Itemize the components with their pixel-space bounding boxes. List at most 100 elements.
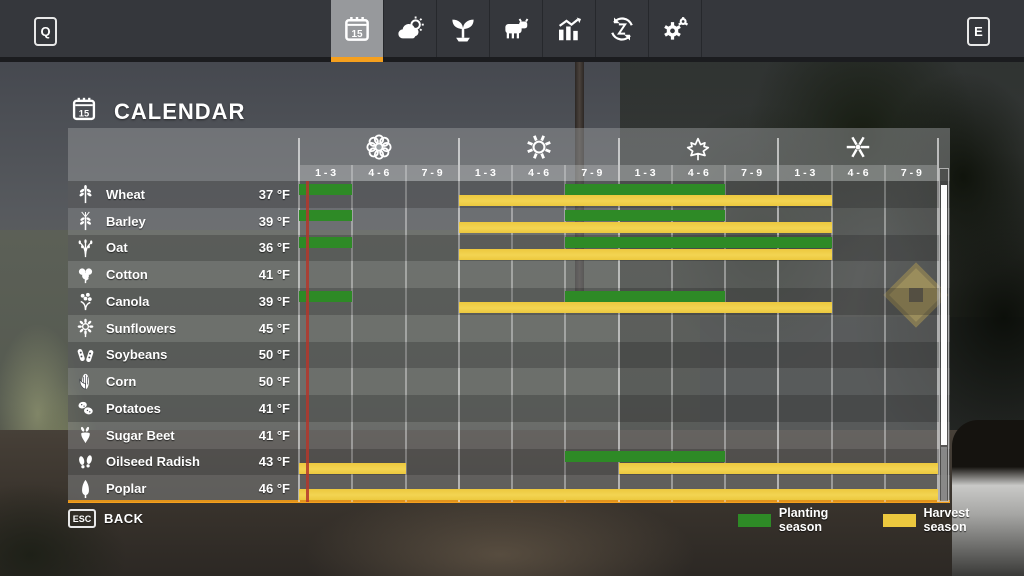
planting-season-bar: [299, 183, 353, 195]
harvest-season-bar: [458, 248, 832, 260]
planting-season-bar: [299, 290, 353, 302]
month-gridline: [564, 165, 567, 502]
crop-row-oilseed-radish: Oilseed Radish 43 °F: [68, 448, 950, 476]
month-header-cell: 1 - 3: [619, 165, 671, 181]
crop-row-canola: Canola 39 °F: [68, 288, 950, 315]
esc-key-label: ESC: [72, 513, 92, 524]
poplar-icon: [75, 478, 96, 499]
month-gridline: [724, 165, 726, 502]
snowflake-icon: [840, 133, 876, 163]
crop-germination-temp: 43 °F: [258, 454, 290, 470]
crop-germination-temp: 37 °F: [258, 186, 290, 202]
settings-icon: [660, 14, 690, 44]
toolbar-divider: [0, 57, 1024, 62]
wheat-icon: [75, 184, 96, 205]
harvest-season-bar: [299, 489, 938, 501]
calendar-icon: 15: [70, 95, 98, 128]
season-gridline: [777, 138, 780, 502]
harvest-season-swatch: [882, 513, 916, 527]
menu-tabs: 15: [331, 0, 702, 62]
planting-season-bar: [565, 210, 725, 222]
month-header-cell: 7 - 9: [726, 165, 778, 181]
oilseed-radish-icon: [75, 452, 96, 473]
tab-weather[interactable]: [384, 0, 437, 57]
esc-key-icon: ESC: [68, 509, 96, 528]
crop-name: Sugar Beet: [106, 427, 175, 443]
crop-name: Sunflowers: [106, 320, 177, 336]
back-button-label: BACK: [104, 511, 144, 526]
planting-season-bar: [565, 237, 832, 248]
harvest-season-bar: [458, 221, 832, 233]
crop-name: Poplar: [106, 481, 147, 497]
crop-germination-temp: 39 °F: [258, 213, 290, 229]
prev-page-key-label: Q: [40, 24, 51, 39]
tab-settings[interactable]: [649, 0, 702, 57]
oat-icon: [75, 238, 96, 259]
crop-name: Corn: [106, 374, 137, 390]
current-day-marker: [306, 181, 309, 502]
corn-icon: [75, 371, 96, 392]
crop-name: Cotton: [106, 267, 148, 283]
legend-label: Planting season: [778, 506, 829, 534]
crop-row-sunflowers: Sunflowers 45 °F: [68, 314, 950, 342]
page-title: 15 CALENDAR: [70, 95, 245, 128]
planting-season-swatch: [738, 513, 771, 527]
scrollbar-thumb[interactable]: [941, 185, 947, 445]
crop-germination-temp: 36 °F: [258, 240, 290, 256]
month-gridline: [511, 165, 513, 502]
tab-finances[interactable]: [596, 0, 649, 57]
month-gridline: [883, 165, 886, 502]
crop-germination-temp: 50 °F: [258, 374, 290, 390]
cotton-icon: [75, 264, 96, 285]
month-header-cell: 1 - 3: [779, 165, 831, 181]
next-page-key-hint[interactable]: E: [967, 17, 990, 46]
tab-calendar[interactable]: 15: [331, 0, 384, 62]
animals-icon: [501, 14, 531, 44]
season-gridline: [937, 138, 939, 502]
canola-icon: [75, 291, 96, 312]
month-header-cell: 7 - 9: [885, 165, 937, 181]
crops-icon: [448, 14, 478, 44]
crop-row-oat: Oat 36 °F: [68, 234, 950, 262]
sunflower-icon: [75, 318, 96, 339]
tab-crops[interactable]: [437, 0, 490, 57]
statistics-icon: [554, 14, 584, 44]
back-button[interactable]: ESC BACK: [68, 509, 144, 528]
svg-text:15: 15: [351, 29, 363, 40]
potatoes-icon: [75, 398, 96, 419]
month-header-cell: 1 - 3: [459, 165, 511, 181]
tab-statistics[interactable]: [543, 0, 596, 57]
month-header-cell: 1 - 3: [300, 165, 352, 181]
crop-germination-temp: 45 °F: [258, 320, 290, 336]
scrollbar-track-lower: [941, 447, 947, 501]
crop-row-poplar: Poplar 46 °F: [68, 475, 950, 502]
prev-page-key-hint[interactable]: Q: [34, 17, 57, 46]
barley-icon: [75, 211, 96, 232]
scrollbar[interactable]: [939, 168, 949, 502]
crop-name: Soybeans: [106, 347, 168, 363]
month-header-cell: 4 - 6: [672, 165, 724, 181]
weather-icon: [395, 14, 425, 44]
soybeans-icon: [75, 345, 96, 366]
crop-row-wheat: Wheat 37 °F: [68, 181, 950, 208]
maple-leaf-icon: [680, 133, 716, 163]
flower-icon: [361, 133, 397, 163]
harvest-season-bar: [299, 462, 406, 474]
sun-icon: [521, 133, 557, 163]
crop-germination-temp: 41 °F: [258, 267, 290, 283]
planting-season-bar: [565, 451, 725, 462]
legend: Planting season Harvest season: [738, 506, 1024, 534]
month-gridline: [670, 165, 673, 502]
month-header-cell: 7 - 9: [406, 165, 458, 181]
crop-name: Barley: [106, 213, 146, 229]
crop-name: Oat: [106, 240, 128, 256]
crop-germination-temp: 50 °F: [258, 347, 290, 363]
planting-season-bar: [299, 210, 353, 222]
tab-animals[interactable]: [490, 0, 543, 57]
month-header-cell: 4 - 6: [353, 165, 405, 181]
month-gridline: [404, 165, 407, 502]
svg-text:15: 15: [79, 108, 89, 118]
parked-vehicle: [952, 420, 1024, 576]
planting-season-bar: [565, 183, 725, 195]
